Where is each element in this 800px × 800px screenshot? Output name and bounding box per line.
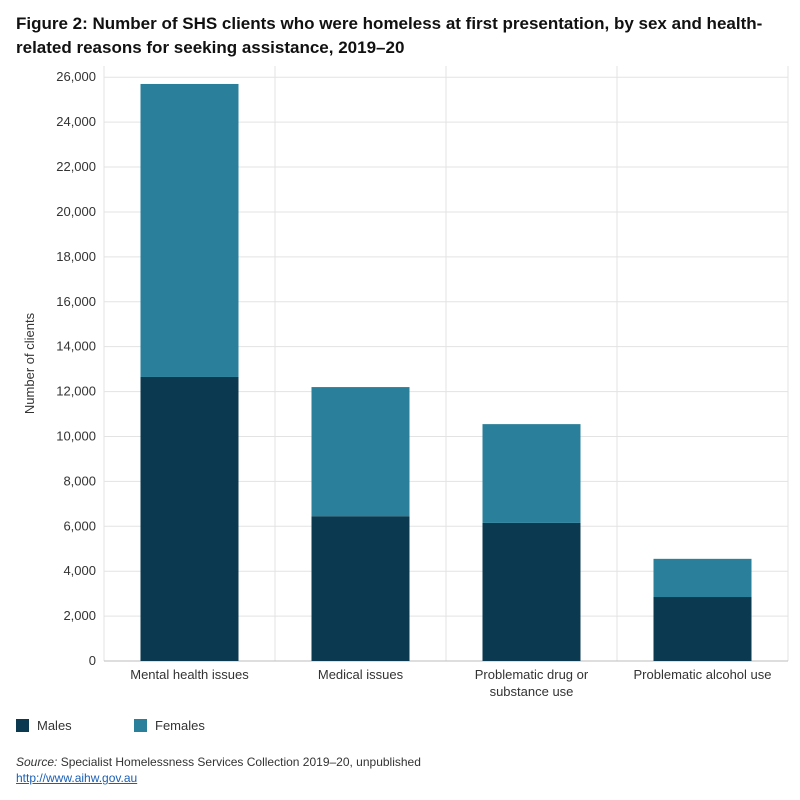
source-link[interactable]: http://www.aihw.gov.au xyxy=(16,771,138,785)
y-tick-label: 16,000 xyxy=(56,294,96,309)
x-tick-label: Problematic alcohol use xyxy=(633,667,771,682)
y-tick-label: 0 xyxy=(89,653,96,668)
bar-males xyxy=(653,597,752,661)
bar-females xyxy=(140,83,239,377)
y-tick-label: 26,000 xyxy=(56,69,96,84)
y-tick-label: 8,000 xyxy=(63,473,96,488)
y-tick-label: 20,000 xyxy=(56,204,96,219)
bar-females xyxy=(653,558,752,598)
legend-item-males: Males xyxy=(16,718,72,733)
legend-swatch-females xyxy=(134,719,147,732)
y-tick-label: 6,000 xyxy=(63,518,96,533)
bar-males xyxy=(140,376,239,661)
x-tick-label: Medical issues xyxy=(318,667,404,682)
y-tick-label: 24,000 xyxy=(56,114,96,129)
source-text: Specialist Homelessness Services Collect… xyxy=(57,755,421,769)
y-axis-title: Number of clients xyxy=(22,312,37,414)
y-tick-label: 14,000 xyxy=(56,339,96,354)
legend-item-females: Females xyxy=(134,718,205,733)
y-tick-label: 18,000 xyxy=(56,249,96,264)
bar-males xyxy=(482,522,581,661)
stacked-bar-chart: 0 2,000 4,000 6,000 8,000 10,000 12,000 14,000 1… xyxy=(22,66,789,699)
source-label: Source: xyxy=(16,755,58,769)
chart-title: Figure 2: Number of SHS clients who were… xyxy=(16,14,763,57)
y-tick-label: 4,000 xyxy=(63,563,96,578)
legend-swatch-males xyxy=(16,719,29,732)
bar-females xyxy=(482,424,581,523)
bar-females xyxy=(311,387,410,517)
legend-label-males: Males xyxy=(37,718,72,733)
y-tick-label: 12,000 xyxy=(56,384,96,399)
y-tick-label: 22,000 xyxy=(56,159,96,174)
legend-label-females: Females xyxy=(155,718,205,733)
y-tick-label: 2,000 xyxy=(63,608,96,623)
y-tick-label: 10,000 xyxy=(56,428,96,443)
x-tick-label: Problematic drug or substance use xyxy=(475,667,589,699)
source-note: Source: Specialist Homelessness Services… xyxy=(16,754,421,786)
bar-males xyxy=(311,516,410,661)
x-tick-label: Mental health issues xyxy=(130,667,249,682)
